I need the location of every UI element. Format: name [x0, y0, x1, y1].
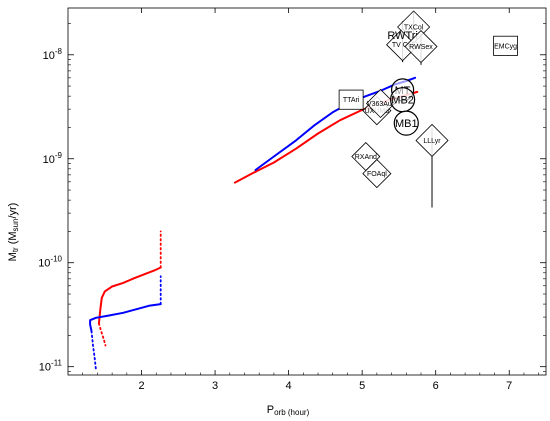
square-marker [338, 89, 364, 110]
ticks-layer: 2 3 4 5 6 7 10-11 10-10 10-9 10-8 [38, 8, 546, 392]
system-rwsex: RWSex [404, 29, 438, 65]
square-marker [493, 35, 518, 56]
x-tick-label: 5 [359, 380, 365, 392]
system-v363aur: V363Aur [365, 88, 396, 119]
x-tick-label: 3 [212, 380, 218, 392]
y-tick-label: 10-9 [43, 151, 63, 166]
system-label: TXCol [404, 25, 424, 32]
x-tick-label: 4 [286, 380, 292, 392]
y-tick-label: 10-10 [38, 255, 62, 270]
system-label: MB1 [395, 118, 418, 130]
y-tick-label: 10-8 [43, 47, 63, 62]
diamond-marker [365, 88, 396, 119]
series-layer [89, 76, 419, 370]
plot-frame [67, 7, 547, 376]
systems-layer: TTAriUXUMaTV ColTXColRWTriRWSexV363AurMT… [338, 10, 518, 208]
system-label: RWSex [409, 44, 433, 51]
system-label: FOAql [367, 171, 387, 178]
diamond-marker [362, 159, 392, 189]
y-axis-label: Mtr(Msun/yr) [7, 203, 20, 262]
series-line-2 [97, 266, 162, 325]
system-lllyr: LLLyr [415, 123, 449, 208]
x-tick-label: 6 [433, 380, 439, 392]
diamond-marker [404, 29, 438, 64]
x-tick-label: 7 [506, 380, 512, 392]
series-line-5 [89, 303, 162, 333]
system-label: V363Aur [367, 101, 395, 108]
diamond-marker [415, 123, 449, 158]
system-mb1: MB1 [393, 110, 419, 136]
series-line-4 [98, 322, 107, 347]
system-foaql: FOAql [362, 159, 392, 189]
system-mb2: MB2 [390, 87, 416, 113]
system-ttari: TTAri [338, 89, 364, 110]
system-label: RWTri [387, 30, 418, 42]
system-rwtri: RWTri [387, 30, 418, 42]
system-label: TV Col [392, 42, 414, 49]
circle-marker [393, 110, 419, 136]
system-label: TTAri [343, 97, 360, 104]
system-label: LLLyr [423, 138, 441, 145]
system-label: EMCyg [494, 43, 517, 50]
series-line-7 [90, 330, 97, 370]
system-label: MB2 [391, 95, 414, 107]
system-emcyg: EMCyg [493, 35, 518, 56]
system-label: RXAnd [355, 154, 377, 161]
x-tick-label: 2 [138, 380, 144, 392]
x-axis-label: Porb (hour) [267, 404, 310, 417]
y-tick-label: 10-11 [39, 359, 63, 374]
